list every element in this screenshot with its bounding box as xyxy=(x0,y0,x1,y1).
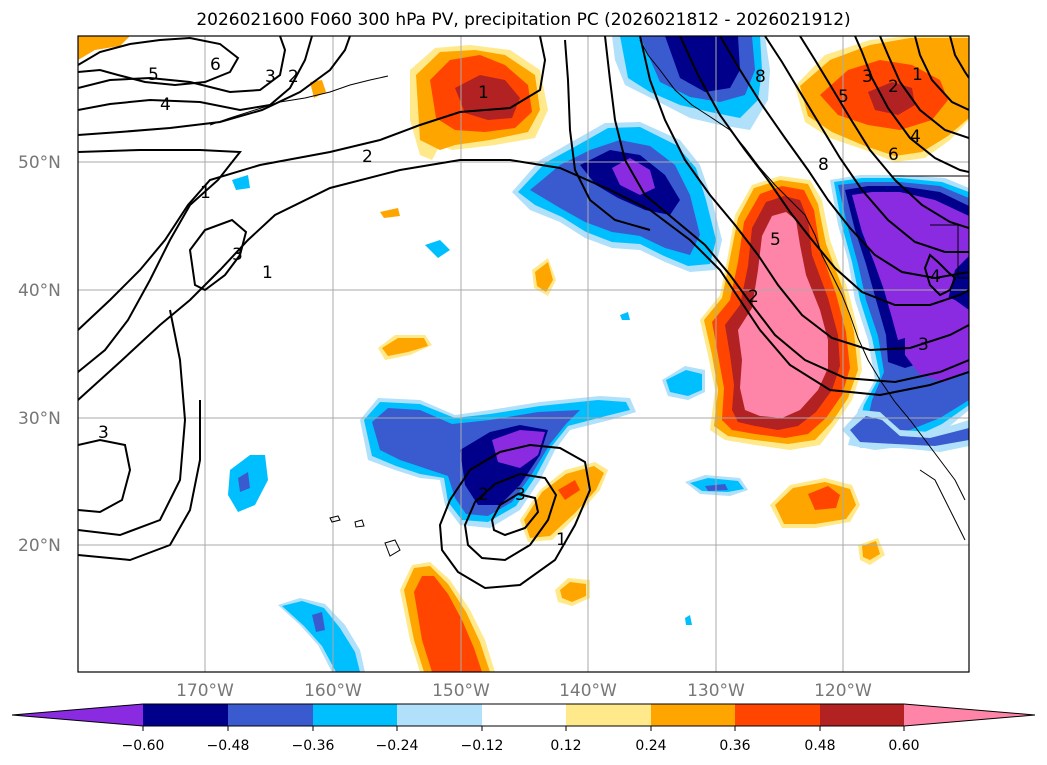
pv-label: 3 xyxy=(862,67,873,87)
precip-region xyxy=(558,480,580,500)
lat-label: 50°N xyxy=(18,153,61,173)
pv-label: 4 xyxy=(910,127,921,147)
precip-region xyxy=(238,472,250,492)
precip-region xyxy=(808,486,840,510)
precip-region xyxy=(666,370,702,396)
pv-label: 3 xyxy=(98,423,109,443)
lon-label: 130°W xyxy=(687,681,745,701)
colorbar-bin xyxy=(313,704,397,726)
lat-label: 30°N xyxy=(18,409,61,429)
precip-region xyxy=(738,212,828,418)
precip-region xyxy=(425,240,450,258)
lat-label: 20°N xyxy=(18,536,61,556)
pv-label: 2 xyxy=(888,77,899,97)
precip-region xyxy=(685,615,692,625)
colorbar-tick-label: 0.12 xyxy=(550,738,581,754)
map-frame xyxy=(77,35,970,673)
pv-label: 2 xyxy=(288,67,299,87)
precip-region xyxy=(850,416,969,446)
map-area: 5 6 3 2 4 1 2 1 3 1 3 2 3 1 8 8 5 2 3 4 … xyxy=(78,36,969,672)
precip-region xyxy=(665,36,740,92)
precip-region xyxy=(78,36,130,60)
precip-region xyxy=(282,601,360,672)
precip-region xyxy=(560,582,586,602)
colorbar-tick-label: −0.36 xyxy=(292,738,335,754)
lon-label: 160°W xyxy=(304,681,362,701)
latitude-labels: 50°N 40°N 30°N 20°N xyxy=(18,153,61,556)
colorbar-bin xyxy=(566,704,651,726)
precip-region xyxy=(232,175,250,190)
precip-region xyxy=(382,338,428,356)
pv-label: 2 xyxy=(748,287,759,307)
precip-region xyxy=(524,466,604,538)
colorbar-arrow-right xyxy=(904,704,1035,726)
pv-label: 5 xyxy=(770,230,781,250)
precip-region xyxy=(868,82,915,115)
precip-region xyxy=(862,541,880,560)
pv-label: 5 xyxy=(838,87,849,107)
colorbar-bin xyxy=(143,704,228,726)
pv-label: 1 xyxy=(912,65,923,85)
pv-label: 2 xyxy=(478,485,489,505)
colorbar-tick-label: −0.60 xyxy=(122,738,165,754)
pv-labels: 5 6 3 2 4 1 2 1 3 1 3 2 3 1 8 8 5 2 3 4 … xyxy=(98,55,941,550)
lat-label: 40°N xyxy=(18,281,61,301)
precip-region xyxy=(530,140,700,255)
pv-label: 8 xyxy=(755,67,766,87)
colorbar-tick-label: −0.48 xyxy=(207,738,250,754)
colorbar-tick-label: −0.12 xyxy=(461,738,504,754)
pv-label: 1 xyxy=(200,183,211,203)
precip-region xyxy=(380,208,400,218)
longitude-labels: 170°W 160°W 150°W 140°W 130°W 120°W xyxy=(176,681,872,701)
pv-contours xyxy=(78,36,969,590)
colorbar-bin xyxy=(651,704,735,726)
colorbar-bin xyxy=(820,704,904,726)
coastlines xyxy=(209,39,969,557)
lon-label: 150°W xyxy=(432,681,490,701)
precip-region xyxy=(312,612,325,632)
colorbar-bin xyxy=(482,704,566,726)
colorbar: −0.60 −0.48 −0.36 −0.24 −0.12 0.12 0.24 … xyxy=(11,703,1036,754)
lon-label: 120°W xyxy=(814,681,872,701)
precip-region xyxy=(414,576,482,672)
colorbar-bin xyxy=(228,704,313,726)
pv-label: 1 xyxy=(556,530,567,550)
pv-label: 3 xyxy=(918,335,929,355)
colorbar-tick-label: 0.60 xyxy=(888,738,919,754)
colorbar-bin xyxy=(397,704,482,726)
pv-label: 6 xyxy=(210,55,221,75)
precip-region xyxy=(492,430,545,468)
gridlines xyxy=(78,36,969,672)
pv-label: 8 xyxy=(818,155,829,175)
precip-region xyxy=(905,290,969,382)
map-title: 2026021600 F060 300 hPa PV, precipitatio… xyxy=(196,10,851,30)
colorbar-arrow-left xyxy=(12,704,143,726)
pv-label: 3 xyxy=(232,245,243,265)
pv-label: 6 xyxy=(888,145,899,165)
pv-label: 4 xyxy=(930,267,941,287)
colorbar-bin xyxy=(735,704,820,726)
pv-label: 2 xyxy=(362,147,373,167)
pv-label: 3 xyxy=(515,485,526,505)
pv-label: 1 xyxy=(262,263,273,283)
pv-label: 5 xyxy=(148,65,159,85)
lon-label: 140°W xyxy=(559,681,617,701)
pv-label: 4 xyxy=(160,95,171,115)
precip-region xyxy=(620,312,630,320)
colorbar-tick-label: 0.48 xyxy=(804,738,835,754)
colorbar-tick-label: −0.24 xyxy=(376,738,419,754)
lon-label: 170°W xyxy=(176,681,234,701)
colorbar-tick-label: 0.36 xyxy=(719,738,750,754)
colorbar-tick-label: 0.24 xyxy=(635,738,666,754)
pv-label: 1 xyxy=(478,83,489,103)
pv-label: 3 xyxy=(265,67,276,87)
precip-region xyxy=(535,262,553,292)
